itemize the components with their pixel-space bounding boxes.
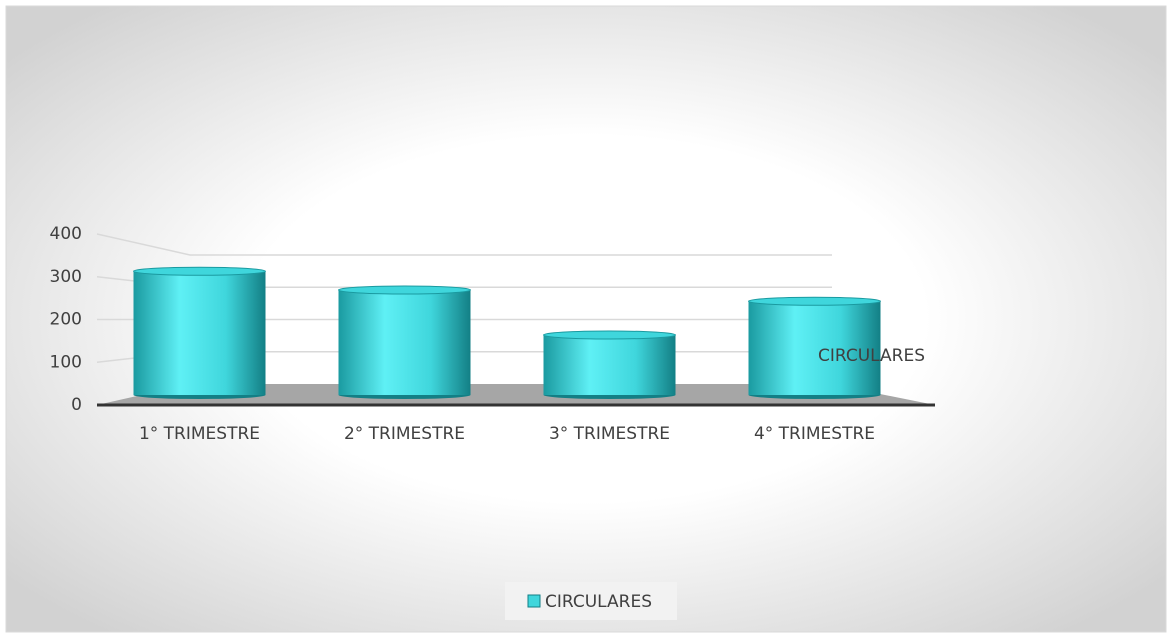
bar-top — [543, 330, 676, 340]
x-tick-label: 4° TRIMESTRE — [754, 424, 875, 444]
y-tick-label: 400 — [50, 224, 82, 244]
y-tick-label: 300 — [50, 267, 82, 287]
bar — [748, 301, 881, 395]
x-tick-label: 3° TRIMESTRE — [549, 424, 670, 444]
bar-top — [338, 285, 471, 295]
bar-top — [133, 266, 266, 276]
bar — [543, 335, 676, 395]
x-tick-label: 2° TRIMESTRE — [344, 424, 465, 444]
legend-label: CIRCULARES — [545, 592, 652, 612]
y-tick-label: 0 — [71, 395, 82, 415]
y-tick-label: 200 — [50, 310, 82, 330]
bar-top — [748, 296, 881, 306]
x-tick-label: 1° TRIMESTRE — [139, 424, 260, 444]
series-label: CIRCULARES — [818, 346, 925, 366]
y-tick-label: 100 — [50, 352, 82, 372]
floor — [97, 384, 935, 405]
bar — [338, 290, 471, 395]
bar — [133, 271, 266, 395]
legend-swatch — [527, 594, 541, 608]
grid-line — [96, 233, 832, 256]
